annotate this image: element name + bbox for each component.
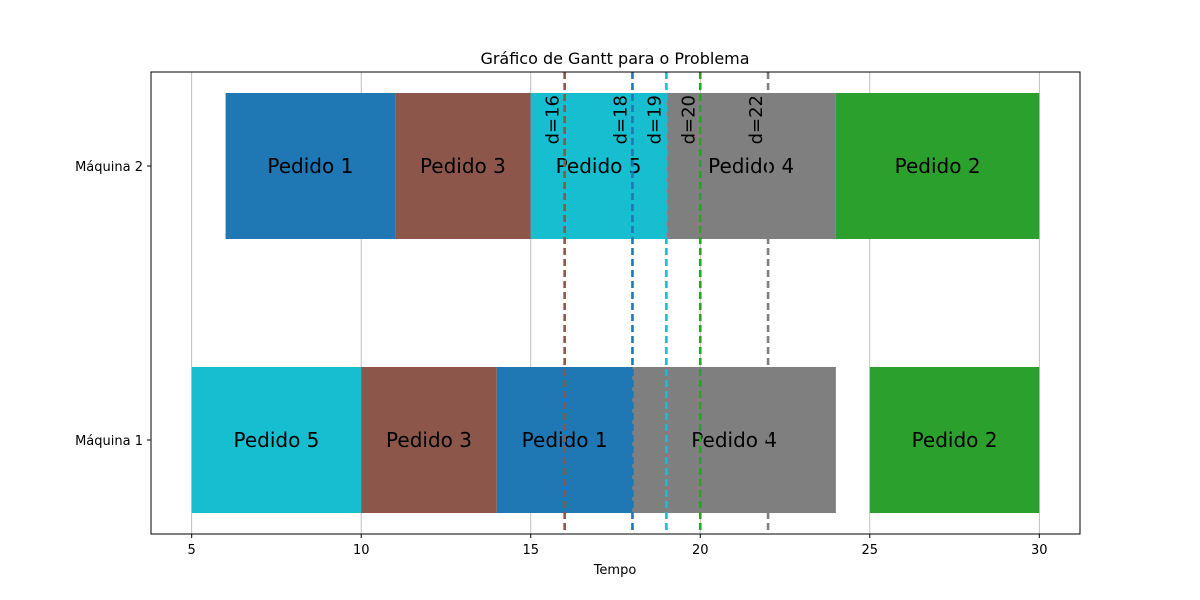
due-date-label: d=20: [678, 95, 699, 144]
gantt-bar: [395, 93, 531, 239]
gantt-bar: [530, 93, 667, 239]
bar-label: Pedido 3: [420, 154, 506, 178]
y-axis: Máquina 1 Máquina 2: [75, 160, 151, 449]
bar-label: Pedido 5: [556, 154, 642, 178]
due-date-label: d=19: [644, 95, 665, 144]
gantt-bar: [835, 93, 1040, 239]
bar-label: Pedido 3: [386, 428, 472, 452]
gantt-bar: [869, 367, 1040, 513]
y-tick-label: Máquina 1: [75, 434, 143, 449]
bar-label: Pedido 4: [691, 428, 777, 452]
bar-label: Pedido 4: [708, 154, 794, 178]
due-date-label: d=16: [543, 95, 564, 144]
x-tick-label: 25: [862, 543, 879, 558]
x-tick-label: 10: [353, 543, 370, 558]
x-tick-label: 30: [1031, 543, 1048, 558]
gantt-bar: [666, 93, 836, 239]
x-axis: 5 10 15 20 25 30: [188, 534, 1048, 558]
due-date-label: d=18: [610, 95, 631, 144]
x-tick-label: 5: [188, 543, 196, 558]
due-date-lines: d=16 d=18 d=19 d=20 d=22: [543, 72, 770, 534]
gantt-bar: [191, 367, 362, 513]
x-tick-label: 15: [522, 543, 539, 558]
bar-label: Pedido 5: [233, 428, 319, 452]
chart-title: Gráfico de Gantt para o Problema: [480, 49, 749, 68]
x-tick-label: 20: [692, 543, 709, 558]
due-date-label: d=22: [746, 95, 767, 144]
y-tick-label: Máquina 2: [75, 160, 143, 175]
gantt-bar: [225, 93, 396, 239]
gantt-bars: Pedido 5 Pedido 3 Pedido 1 Pedido 4 Pedido 2…: [191, 93, 1040, 513]
bar-label: Pedido 2: [895, 154, 981, 178]
gantt-bar: [361, 367, 497, 513]
x-axis-label: Tempo: [593, 563, 637, 578]
plot-frame: [150, 71, 1081, 535]
bar-label: Pedido 1: [267, 154, 353, 178]
bar-label: Pedido 2: [912, 428, 998, 452]
